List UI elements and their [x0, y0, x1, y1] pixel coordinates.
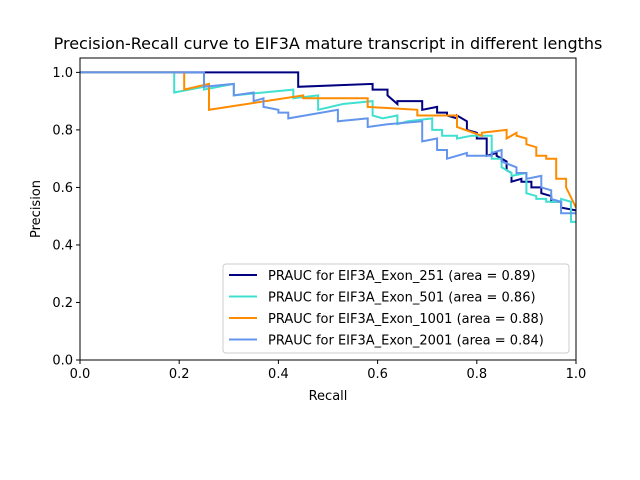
legend-label-4: PRAUC for EIF3A_Exon_2001 (area = 0.84)	[268, 334, 544, 349]
x-axis-label: Recall	[309, 389, 348, 404]
plot-frame	[79, 57, 577, 361]
series-line-3	[80, 71, 576, 209]
x-tick-label: 0.6	[367, 367, 388, 382]
legend-label-1: PRAUC for EIF3A_Exon_251 (area = 0.89)	[268, 269, 536, 284]
legend-label-2: PRAUC for EIF3A_Exon_501 (area = 0.86)	[268, 291, 536, 306]
y-tick-label: 0.2	[52, 296, 73, 311]
y-tick-label: 1.0	[52, 66, 73, 81]
y-tick-label: 0.4	[52, 238, 73, 253]
series-layer	[80, 71, 576, 223]
y-tick-label: 0.8	[52, 123, 73, 138]
x-tick-label: 0.2	[169, 367, 190, 382]
y-tick-label: 0.6	[52, 181, 73, 196]
y-tick-label: 0.0	[52, 354, 73, 369]
legend-box	[222, 263, 570, 354]
y-axis: 0.0 0.2 0.4 0.6 0.8 1.0	[52, 66, 80, 369]
series-line-2	[80, 71, 576, 223]
x-tick-label: 0.4	[268, 367, 289, 382]
legend-label-3: PRAUC for EIF3A_Exon_1001 (area = 0.88)	[268, 312, 544, 327]
series-line-4	[80, 71, 576, 215]
y-axis-label: Precision	[29, 180, 44, 238]
chart-title: Precision-Recall curve to EIF3A mature t…	[54, 34, 603, 53]
x-tick-label: 1.0	[566, 367, 587, 382]
legend: PRAUC for EIF3A_Exon_251 (area = 0.89) PR…	[222, 263, 570, 354]
x-axis: 0.0 0.2 0.4 0.6 0.8 1.0	[70, 360, 587, 382]
x-tick-label: 0.8	[466, 367, 487, 382]
x-tick-label: 0.0	[70, 367, 91, 382]
